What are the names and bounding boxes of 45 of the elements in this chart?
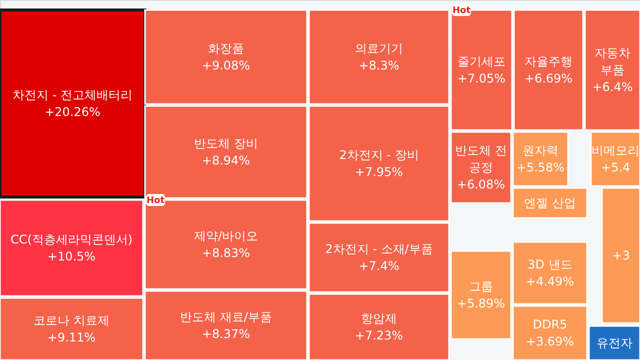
category-label: 반도체 전 공정 [455,144,507,174]
category-label: 2차전지 - 소재/부품 [325,242,433,256]
category-label: 원자력 [522,144,558,158]
category-label: 자동차 부품 [594,46,630,77]
category-label: 반도체 장비 [194,136,258,150]
data-label: +8.83% [202,246,250,260]
data-label: +4.49% [526,274,574,288]
category-label: 비메모리 [592,144,640,158]
category-label: CC(적층세라믹콘덴서) [10,232,133,246]
category-label: 줄기세포 [458,54,506,68]
category-label: 자율주행 [524,54,572,68]
category-label: 코로나 치료제 [34,314,110,328]
category-label: 의료기기 [355,42,403,56]
category-label: 반도체 재료/부품 [180,310,272,324]
data-label: +8.3% [358,58,400,72]
data-label: +9.08% [202,58,250,72]
data-label: +3.69% [526,334,574,348]
category-label: 화장품 [208,42,244,56]
category-label: DDR5 [532,318,568,332]
data-label: +7.4% [358,259,400,273]
data-label: +3 [612,248,630,262]
category-label: 제약/바이오 [194,229,258,243]
category-label: 항암제 [361,312,397,326]
data-label: +5.58% [516,160,565,174]
data-label: +8.94% [202,154,250,168]
text: Hot [146,196,166,206]
data-label: +6.69% [524,72,573,86]
data-label: +20.26% [44,105,100,119]
data-label: +5.89% [456,296,506,310]
data-label: +10.5% [47,250,96,264]
category-label: 엔젤 산업 [524,196,576,210]
category-label: 유전자 [596,336,632,350]
data-label: +6.08% [456,178,506,192]
data-label: +7.95% [354,165,404,179]
data-label: +6.4% [592,80,633,94]
category-label: 그룹 [469,280,493,294]
category-label: 3D 낸드 [528,258,572,272]
data-label: +8.37% [202,327,250,341]
category-label: 2차전지 - 장비 [339,148,419,162]
category-label: 차전지 - 전고체배터리 [12,88,132,102]
data-label: +7.05% [457,72,506,86]
text: Hot [452,6,472,16]
data-label: +5.4 [600,160,630,174]
data-label: +9.11% [47,330,96,344]
data-label: +7.23% [354,328,404,342]
